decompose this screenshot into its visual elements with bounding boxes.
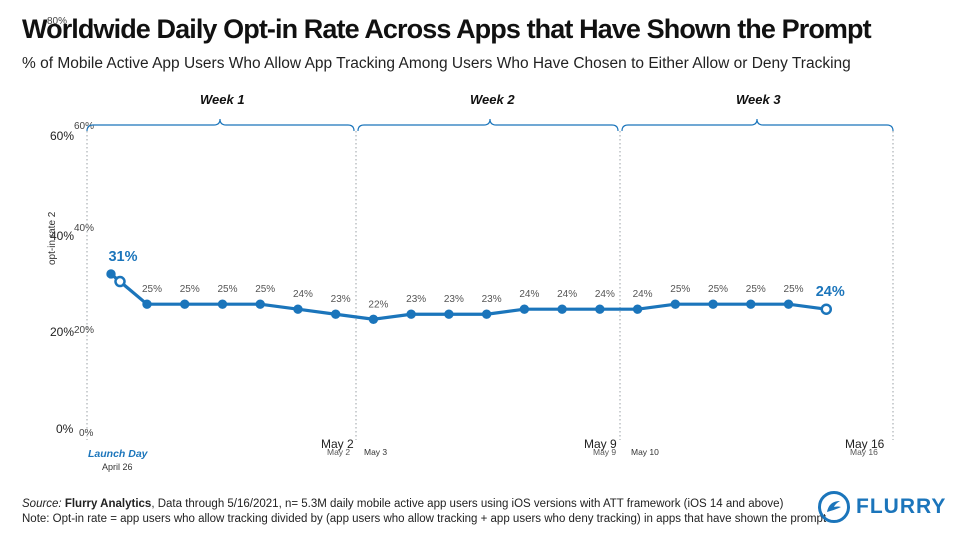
week-3-label: Week 3	[736, 92, 781, 107]
y-tick-40: 40%	[50, 229, 75, 243]
value-label-may-10: 24%	[595, 289, 615, 300]
x-small-may-9: May 9	[593, 447, 616, 457]
week-brackets	[86, 118, 894, 132]
y-tick-0: 0%	[56, 422, 74, 436]
data-point-may-4	[368, 314, 379, 324]
value-label-may-8: 24%	[519, 289, 539, 300]
y-tick-20: 20%	[50, 325, 75, 339]
value-label-may-16: 24%	[816, 284, 845, 300]
data-point-may-8	[519, 304, 530, 314]
value-labels-layer: 31% 25% 25% 25% 25% 24% 23% 22% 23% 23% 23% 24% 24% 2…	[108, 249, 844, 310]
x-tick-may-2: May 2	[321, 437, 354, 451]
ghost-y-tick-80: 80%	[47, 16, 68, 27]
ghost-y-tick-40: 40%	[74, 223, 95, 234]
source-name: Flurry Analytics	[64, 498, 152, 510]
series-line	[109, 272, 827, 321]
week-3-bracket	[621, 118, 894, 132]
value-label-april-29: 25%	[180, 284, 200, 295]
flurry-logo: FLURRY	[818, 491, 946, 523]
value-label-may-6: 23%	[444, 294, 464, 305]
flurry-logo-text: FLURRY	[856, 495, 947, 518]
value-label-may-1: 25%	[255, 284, 275, 295]
week-2-bracket	[357, 118, 619, 132]
y-tick-60: 60%	[50, 129, 75, 143]
x-tick-may-9: May 9	[584, 437, 617, 451]
x-small-may-16: May 16	[850, 447, 878, 457]
ghost-y-tick-60: 60%	[74, 121, 95, 132]
launch-day-date: April 26	[102, 462, 133, 472]
chart-subtitle: % of Mobile Active App Users Who Allow A…	[22, 55, 851, 72]
data-point-may-9	[557, 304, 567, 314]
x-tick-may-16: May 16	[845, 437, 885, 451]
data-point-may-11	[632, 304, 643, 314]
data-point-april-30	[217, 299, 228, 309]
x-small-may-2: May 2	[327, 447, 350, 457]
launch-day-label: Launch Day	[88, 448, 149, 460]
data-point-april-26	[106, 269, 116, 279]
value-label-may-3: 23%	[331, 294, 351, 305]
value-label-may-12: 25%	[670, 284, 690, 295]
data-point-may-10	[595, 304, 605, 314]
note-line: Note: Opt-in rate = app users who allow …	[22, 513, 827, 525]
ghost-y-tick-0: 0%	[79, 428, 94, 439]
series-layer	[106, 269, 833, 324]
chart-title: Worldwide Daily Opt-in Rate Across Apps …	[22, 14, 872, 44]
data-point-may-15	[783, 299, 794, 309]
source-line: Source: Flurry Analytics, Data through 5…	[22, 498, 783, 510]
data-point-april-28	[142, 299, 152, 309]
x-small-may-10: May 10	[631, 447, 659, 457]
week-1-bracket	[86, 118, 355, 132]
value-label-may-13: 25%	[708, 284, 728, 295]
value-label-may-5: 23%	[406, 294, 426, 305]
ghost-y-tick-20: 20%	[74, 325, 95, 336]
data-point-may-2	[293, 304, 303, 314]
flurry-logo-icon	[818, 491, 850, 523]
week-2-label: Week 2	[470, 92, 515, 107]
value-label-may-7: 23%	[482, 294, 502, 305]
source-prefix: Source:	[22, 498, 65, 510]
value-label-may-15: 25%	[784, 284, 804, 295]
data-point-may-5	[406, 309, 416, 319]
data-point-may-12	[670, 299, 681, 309]
data-point-may-13	[708, 299, 718, 309]
data-point-may-14	[746, 299, 756, 309]
data-point-may-3	[330, 309, 341, 319]
source-details: , Data through 5/16/2021, n= 5.3M daily …	[151, 498, 784, 510]
value-label-may-14: 25%	[746, 284, 766, 295]
value-label-april-28: 25%	[142, 284, 162, 295]
value-label-april-30: 25%	[217, 284, 237, 295]
x-small-may-3: May 3	[364, 447, 387, 457]
data-point-may-16	[820, 303, 833, 315]
value-label-may-2: 24%	[293, 289, 313, 300]
value-label-may-11: 24%	[633, 289, 653, 300]
y-axis-label: opt-in rate 2	[47, 211, 58, 265]
value-label-may-4: 22%	[368, 299, 388, 310]
value-label-april-26: 31%	[108, 249, 137, 265]
data-point-may-1	[255, 299, 265, 309]
week-1-label: Week 1	[200, 92, 245, 107]
data-point-april-27	[114, 275, 126, 288]
data-point-april-29	[180, 299, 190, 309]
data-point-may-7	[481, 309, 492, 319]
value-label-may-9: 24%	[557, 289, 577, 300]
week-dividers	[86, 131, 894, 440]
data-point-may-6	[444, 309, 454, 319]
